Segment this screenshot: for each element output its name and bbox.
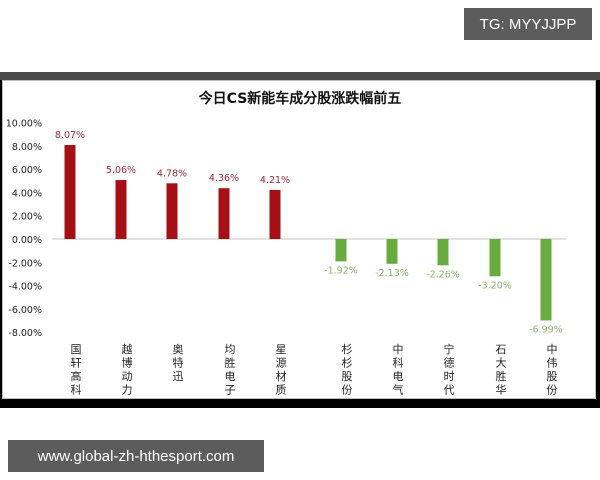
category-label-char: 杉 (342, 356, 353, 370)
category-label-char: 高 (71, 369, 82, 383)
loss-bar (335, 239, 347, 262)
category-label-char: 轩 (71, 356, 82, 370)
y-tick-label: -6.00% (8, 305, 42, 316)
bar-value-label: 5.06% (106, 165, 136, 176)
url-watermark-badge: www.global-zh-hthesport.com (8, 440, 264, 472)
category-label-char: 电 (393, 370, 404, 383)
category-label-char: 伟 (547, 357, 558, 370)
category-label-char: 博 (122, 357, 133, 370)
y-tick-label: 6.00% (12, 165, 42, 176)
category-label-char: 杉 (342, 342, 353, 356)
chart-frame: 今日CS新能车成分股涨跌幅前五 10.00% 8.00% 6.00% 4.00% 2.00… (0, 72, 600, 408)
category-label-char: 动 (122, 370, 133, 383)
category-label-char: 中 (393, 343, 404, 356)
category-label-char: 科 (393, 356, 404, 370)
chart-title: 今日CS新能车成分股涨跌幅前五 (198, 90, 402, 107)
gain-bar (218, 188, 230, 239)
y-tick-label: -4.00% (8, 282, 42, 293)
chart-area: 今日CS新能车成分股涨跌幅前五 10.00% 8.00% 6.00% 4.00% 2.00… (2, 80, 596, 399)
gain-bar (269, 189, 281, 239)
category-label-char: 份 (342, 384, 353, 397)
bar-value-label: -2.13% (375, 268, 409, 279)
gain-bar (166, 183, 178, 239)
category-label-char: 科 (71, 383, 82, 397)
category-label-char: 份 (547, 384, 558, 397)
bar-value-label: -1.92% (324, 265, 358, 276)
bar-value-label: 4.78% (157, 168, 187, 179)
tg-watermark-badge: TG: MYYJJPP (464, 8, 592, 40)
y-tick-label: -8.00% (8, 328, 42, 339)
category-label-char: 源 (276, 356, 287, 370)
bar-value-label: -6.99% (529, 324, 563, 335)
bar-value-label: 4.36% (209, 173, 239, 184)
category-label-char: 时 (444, 370, 455, 383)
y-tick-label: 8.00% (12, 142, 42, 153)
category-label-char: 力 (122, 384, 133, 397)
bar-value-label: -2.26% (426, 269, 460, 280)
category-label-char: 星 (276, 343, 287, 356)
category-label-char: 胜 (496, 369, 507, 383)
loss-bar (437, 239, 449, 266)
category-label-char: 子 (225, 384, 236, 397)
y-tick-label: -2.00% (8, 258, 42, 269)
bar-value-label: 4.21% (260, 175, 290, 186)
y-tick-label: 0.00% (12, 235, 42, 246)
category-label-char: 材 (276, 369, 287, 383)
category-label-char: 股 (342, 370, 353, 383)
category-label-char: 均 (225, 343, 236, 356)
bar-value-label: 8.07% (55, 130, 85, 141)
category-label-char: 股 (547, 370, 558, 383)
category-label-char: 中 (547, 343, 558, 356)
category-label-char: 宁 (444, 342, 455, 356)
category-label-char: 石 (496, 343, 507, 356)
category-label-char: 华 (496, 383, 507, 397)
y-tick-label: 10.00% (6, 119, 42, 130)
gain-bar (115, 180, 127, 239)
category-label-char: 电 (225, 370, 236, 383)
bar-chart: 今日CS新能车成分股涨跌幅前五 10.00% 8.00% 6.00% 4.00% 2.00… (6, 90, 566, 397)
category-label-char: 越 (122, 342, 133, 356)
loss-bar (489, 239, 501, 277)
gain-bar (64, 144, 76, 239)
y-tick-label: 2.00% (12, 212, 42, 223)
category-label-char: 特 (173, 356, 184, 370)
bar-value-label: -3.20% (478, 280, 512, 291)
category-label-char: 德 (444, 356, 455, 370)
category-label-char: 质 (276, 384, 287, 397)
category-label-char: 迅 (173, 370, 184, 383)
y-tick-label: 4.00% (12, 188, 42, 199)
category-label-char: 国 (71, 343, 82, 356)
category-label-char: 代 (444, 384, 455, 397)
loss-bar (540, 239, 552, 321)
category-label-char: 奥 (173, 342, 184, 356)
category-label-char: 大 (496, 356, 507, 370)
category-label-char: 气 (393, 383, 404, 397)
frame-top-bar (0, 72, 600, 80)
loss-bar (386, 239, 398, 264)
category-label-char: 胜 (225, 356, 236, 370)
